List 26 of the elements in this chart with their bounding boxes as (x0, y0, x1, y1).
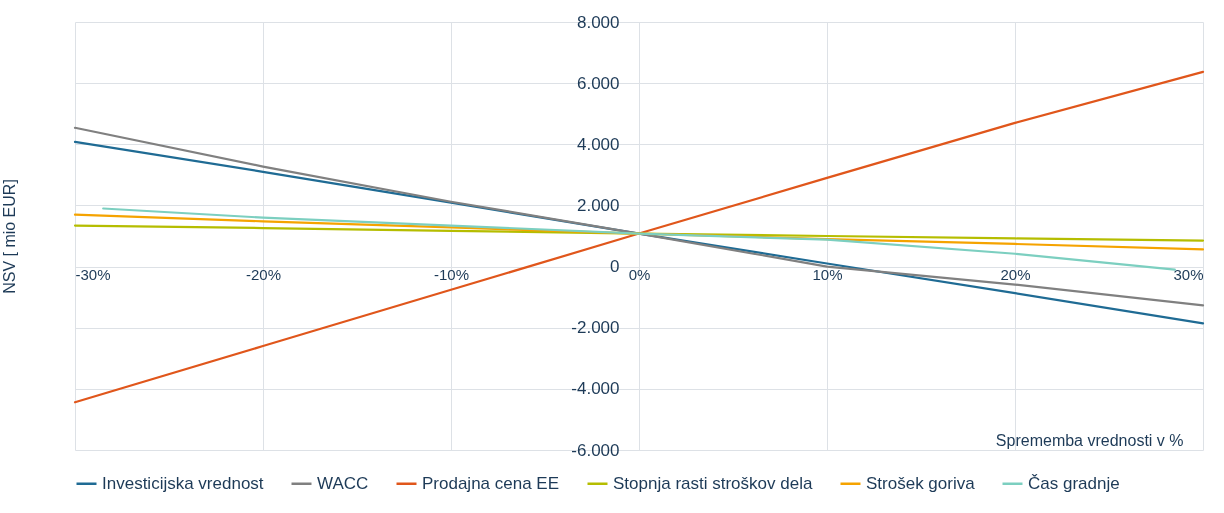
y-tick-label: -2.000 (571, 318, 620, 338)
x-tick-label: 0% (628, 266, 651, 284)
y-tick-label: 6.000 (576, 73, 620, 93)
y-tick-label: 0 (610, 257, 620, 277)
y-tick-label: 8.000 (576, 12, 620, 32)
y-tick-label: -4.000 (571, 379, 620, 399)
x-tick-label: 30% (1173, 266, 1204, 284)
legend-label: Investicijska vrednost (102, 473, 264, 493)
line-series (73, 224, 1205, 242)
x-tick-label: -30% (75, 266, 111, 284)
x-tick-label: -10% (433, 266, 470, 284)
x-tick-label: 20% (1000, 266, 1031, 284)
x-tick-label: -20% (245, 266, 282, 284)
y-tick-label: 2.000 (576, 195, 620, 215)
legend-label: Strošek goriva (866, 473, 976, 493)
legend-label: WACC (317, 473, 369, 493)
line-series (73, 70, 1205, 404)
y-axis-title: NSV [ mio EUR] (0, 179, 18, 294)
line-series (73, 126, 1205, 307)
y-tick-label: 4.000 (576, 134, 620, 154)
y-tick-label: -6.000 (571, 440, 620, 460)
legend-label: Čas gradnje (1028, 473, 1120, 493)
x-tick-label: 10% (812, 266, 843, 284)
x-axis-title: Sprememba vrednosti v % (995, 431, 1184, 449)
legend-label: Stopnja rasti stroškov dela (613, 473, 813, 493)
legend-label: Prodajna cena EE (422, 473, 560, 493)
